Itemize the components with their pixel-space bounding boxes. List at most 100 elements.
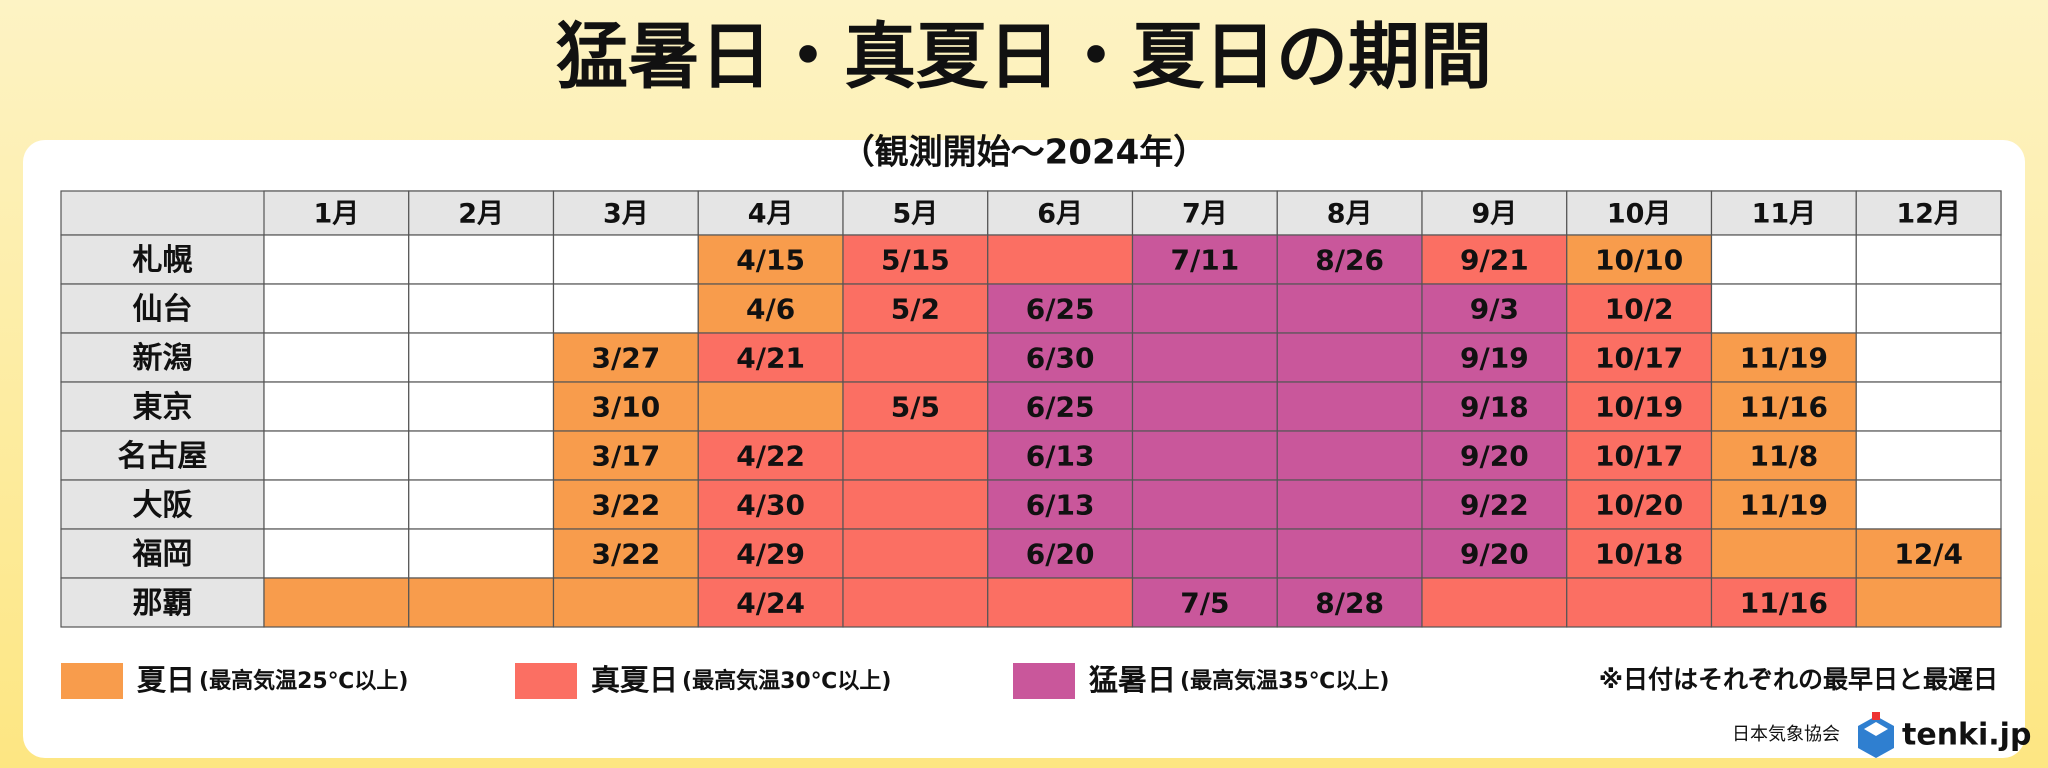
cell <box>1566 528 1713 579</box>
month-label: 6月 <box>1037 199 1083 230</box>
header-cell <box>1131 190 1278 236</box>
date-label: 9/22 <box>1460 489 1529 522</box>
legend-note: (最高気温25℃以上) <box>199 668 408 694</box>
month-label: 1月 <box>313 199 359 230</box>
cell <box>1421 234 1568 285</box>
date-label: 6/30 <box>1026 342 1095 375</box>
date-label: 6/25 <box>1026 293 1095 326</box>
cell <box>1131 430 1278 481</box>
cell <box>263 430 410 481</box>
date-label: 9/19 <box>1460 342 1529 375</box>
date-label: 6/13 <box>1026 489 1095 522</box>
cell <box>1131 283 1278 334</box>
date-label: 10/10 <box>1595 244 1683 277</box>
cell <box>987 283 1134 334</box>
legend-name: 夏日 <box>137 663 195 697</box>
cell <box>1566 283 1713 334</box>
cell <box>842 479 989 530</box>
date-label: 9/20 <box>1460 440 1529 473</box>
cell <box>263 528 410 579</box>
cell <box>552 528 699 579</box>
cell <box>408 283 555 334</box>
cell <box>552 283 699 334</box>
cell <box>697 381 844 432</box>
month-label: 8月 <box>1327 199 1373 230</box>
city-label: 仙台 <box>133 292 193 327</box>
cell <box>552 332 699 383</box>
cell <box>408 479 555 530</box>
date-label: 3/10 <box>592 391 661 424</box>
cell <box>1276 332 1423 383</box>
cell <box>1566 430 1713 481</box>
cell <box>263 332 410 383</box>
city-cell <box>60 479 265 530</box>
cell <box>1276 283 1423 334</box>
cell <box>552 577 699 628</box>
cell <box>697 577 844 628</box>
legend-swatch <box>61 663 123 699</box>
date-label: 4/15 <box>736 244 805 277</box>
legend-swatch <box>515 663 577 699</box>
cell <box>697 479 844 530</box>
cell <box>1855 577 2002 628</box>
cell <box>1566 479 1713 530</box>
date-label: 6/20 <box>1026 538 1095 571</box>
cell <box>1710 528 1857 579</box>
cell <box>987 528 1134 579</box>
cell <box>1131 479 1278 530</box>
city-label: 東京 <box>133 390 193 425</box>
month-label: 4月 <box>748 199 794 230</box>
cell <box>552 234 699 285</box>
cell <box>1276 430 1423 481</box>
city-label: 新潟 <box>133 341 193 376</box>
cell <box>1421 283 1568 334</box>
date-label: 11/19 <box>1740 489 1828 522</box>
date-label: 11/19 <box>1740 342 1828 375</box>
month-label: 12月 <box>1896 199 1961 230</box>
date-label: 10/18 <box>1595 538 1683 571</box>
cell <box>1421 332 1568 383</box>
date-label: 7/5 <box>1180 587 1229 620</box>
cell <box>842 381 989 432</box>
cell <box>263 283 410 334</box>
cell <box>1855 381 2002 432</box>
cell <box>1710 234 1857 285</box>
header-cell <box>552 190 699 236</box>
date-label: 3/17 <box>592 440 661 473</box>
date-label: 5/5 <box>891 391 940 424</box>
cell <box>1131 577 1278 628</box>
cell <box>1131 234 1278 285</box>
header-cell <box>1566 190 1713 236</box>
cell <box>842 283 989 334</box>
cell <box>263 479 410 530</box>
date-label: 3/27 <box>592 342 661 375</box>
cell <box>263 381 410 432</box>
city-cell <box>60 283 265 334</box>
date-label: 9/18 <box>1460 391 1529 424</box>
date-label: 8/28 <box>1315 587 1384 620</box>
date-label: 3/22 <box>592 489 661 522</box>
cell <box>1276 577 1423 628</box>
title: 猛暑日・真夏日・夏日の期間 <box>556 15 1492 99</box>
cell <box>1276 381 1423 432</box>
header-cell <box>1421 190 1568 236</box>
footer-logo: tenki.jp <box>1902 718 2031 753</box>
cell <box>263 234 410 285</box>
cell <box>1131 528 1278 579</box>
date-label: 4/30 <box>736 489 805 522</box>
date-label: 9/20 <box>1460 538 1529 571</box>
date-label: 10/20 <box>1595 489 1683 522</box>
date-label: 3/22 <box>592 538 661 571</box>
cell <box>1131 332 1278 383</box>
cell <box>1421 577 1568 628</box>
cell <box>1855 234 2002 285</box>
cell <box>408 528 555 579</box>
cell <box>408 577 555 628</box>
legend-swatch <box>1013 663 1075 699</box>
city-cell <box>60 577 265 628</box>
cell <box>1276 479 1423 530</box>
date-label: 6/25 <box>1026 391 1095 424</box>
